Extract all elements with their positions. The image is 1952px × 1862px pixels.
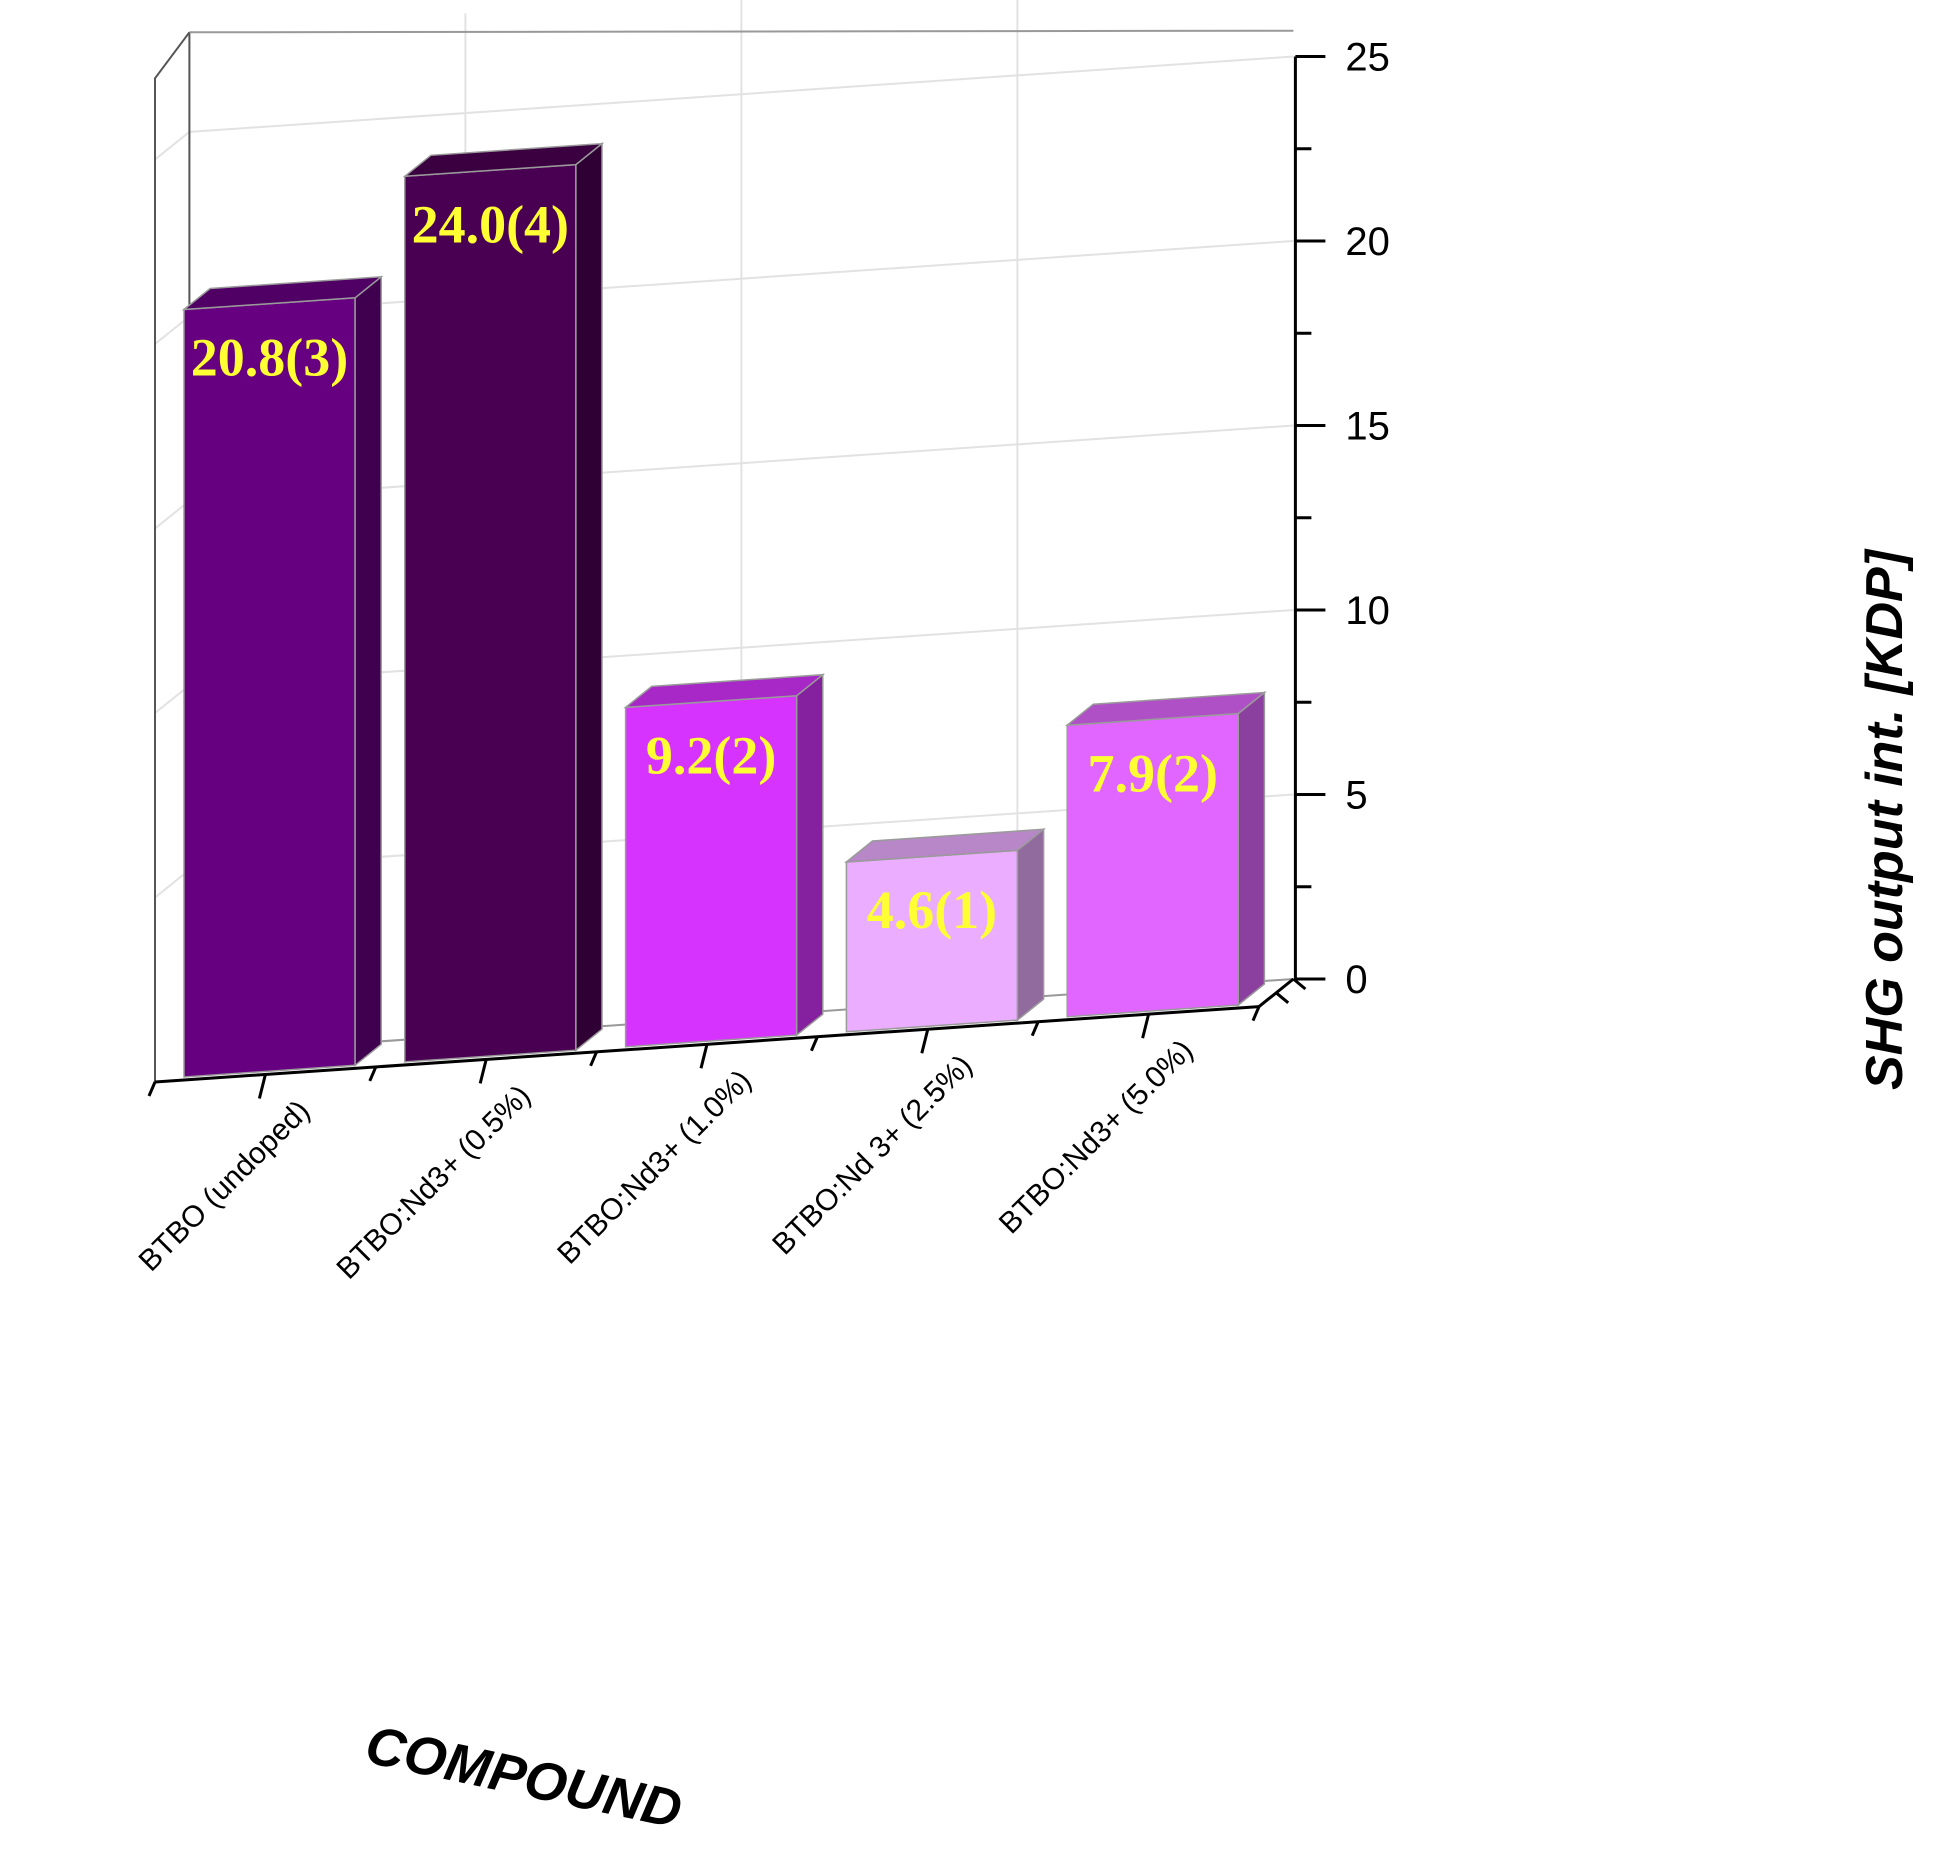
x-major-tick bbox=[1141, 1013, 1151, 1039]
bar: 20.8(3) bbox=[181, 275, 384, 1078]
x-major-tick bbox=[920, 1028, 930, 1054]
x-minor-tick bbox=[1030, 1021, 1040, 1037]
x-minor-tick bbox=[368, 1066, 378, 1082]
y-tick-label: 15 bbox=[1345, 405, 1390, 449]
x-major-tick bbox=[257, 1074, 267, 1099]
bar: 4.6(1) bbox=[844, 827, 1046, 1033]
bar-front-face bbox=[845, 849, 1019, 1033]
bar: 7.9(2) bbox=[1064, 690, 1267, 1018]
depth-tick bbox=[1292, 977, 1307, 991]
bar-data-label: 24.0(4) bbox=[412, 194, 569, 254]
bar-side-face bbox=[1237, 690, 1266, 1007]
depth-tick bbox=[1275, 991, 1290, 1004]
y-tick-label: 5 bbox=[1345, 774, 1367, 818]
side-wall-edge bbox=[154, 31, 191, 1082]
back-top-edge bbox=[189, 29, 1294, 34]
y-axis-title: SHG output int. [KDP] bbox=[1856, 548, 1914, 1090]
bar-side-face bbox=[575, 142, 603, 1052]
x-tick-label: BTBO (undoped) bbox=[133, 1094, 317, 1278]
bar-data-label: 9.2(2) bbox=[646, 726, 776, 786]
bar: 24.0(4) bbox=[402, 142, 605, 1063]
bar-front-face bbox=[404, 163, 577, 1063]
bar-top-face bbox=[623, 673, 826, 709]
x-minor-tick bbox=[589, 1051, 598, 1067]
bar-data-label: 20.8(3) bbox=[191, 328, 348, 388]
bars: 20.8(3) 24.0(4) 9.2(2) 4.6(1) 7.9(2) bbox=[181, 142, 1267, 1078]
y-tick-label: 20 bbox=[1345, 220, 1390, 264]
x-minor-tick bbox=[1251, 1006, 1261, 1022]
x-minor-tick bbox=[810, 1036, 819, 1052]
x-tick-label: BTBO:Nd3+ (0.5%) bbox=[330, 1079, 537, 1286]
bar: 9.2(2) bbox=[623, 673, 826, 1048]
bar-data-label: 7.9(2) bbox=[1087, 743, 1217, 803]
bar-side-face bbox=[354, 275, 382, 1067]
labels: SHG output int. [KDP] COMPOUND BTBO (und… bbox=[133, 548, 1914, 1840]
bar-top-face bbox=[181, 275, 384, 311]
y-tick-label: 25 bbox=[1345, 36, 1390, 80]
y-tick-label: 10 bbox=[1345, 589, 1390, 633]
bar-top-face bbox=[844, 828, 1046, 863]
x-tick-label: BTBO:Nd3+ (5.0%) bbox=[993, 1034, 1200, 1241]
side-wall-gridline bbox=[154, 131, 191, 161]
x-axis-title: COMPOUND bbox=[361, 1715, 687, 1840]
axes: 0 5 10 15 20 25 bbox=[147, 36, 1390, 1099]
bar-data-label: 4.6(1) bbox=[867, 880, 997, 940]
y-tick-label: 0 bbox=[1345, 958, 1367, 1002]
bar-side-face bbox=[1016, 827, 1045, 1022]
x-tick-label: BTBO:Nd 3+ (2.5%) bbox=[766, 1049, 979, 1262]
bar-top-face bbox=[402, 142, 605, 178]
bar-side-face bbox=[795, 673, 824, 1037]
x-major-tick bbox=[699, 1043, 709, 1069]
x-major-tick bbox=[478, 1059, 488, 1084]
x-tick-label: BTBO:Nd3+ (1.0%) bbox=[551, 1064, 758, 1271]
bar-top-face bbox=[1064, 691, 1267, 727]
bar-front-face bbox=[183, 296, 356, 1078]
x-minor-tick bbox=[147, 1081, 157, 1097]
